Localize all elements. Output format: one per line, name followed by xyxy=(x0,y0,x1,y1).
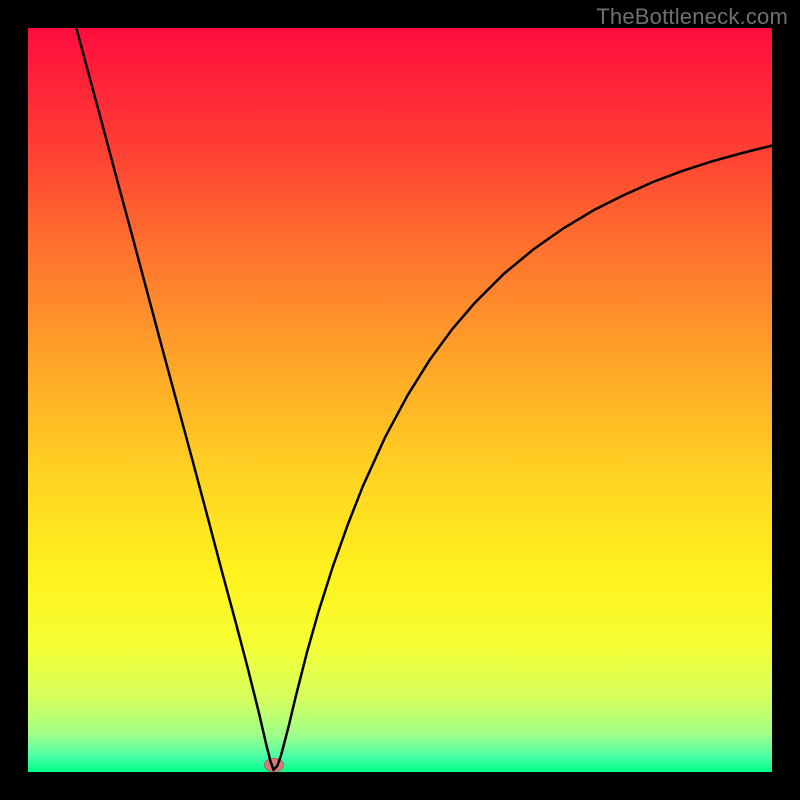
watermark-text: TheBottleneck.com xyxy=(596,4,788,30)
plot-area xyxy=(28,28,772,772)
bottleneck-curve xyxy=(28,28,772,772)
border-left xyxy=(0,0,28,800)
border-bottom xyxy=(0,772,800,800)
border-right xyxy=(772,0,800,800)
chart-container: { "meta": { "watermark_text": "TheBottle… xyxy=(0,0,800,800)
curve-path xyxy=(76,28,772,770)
